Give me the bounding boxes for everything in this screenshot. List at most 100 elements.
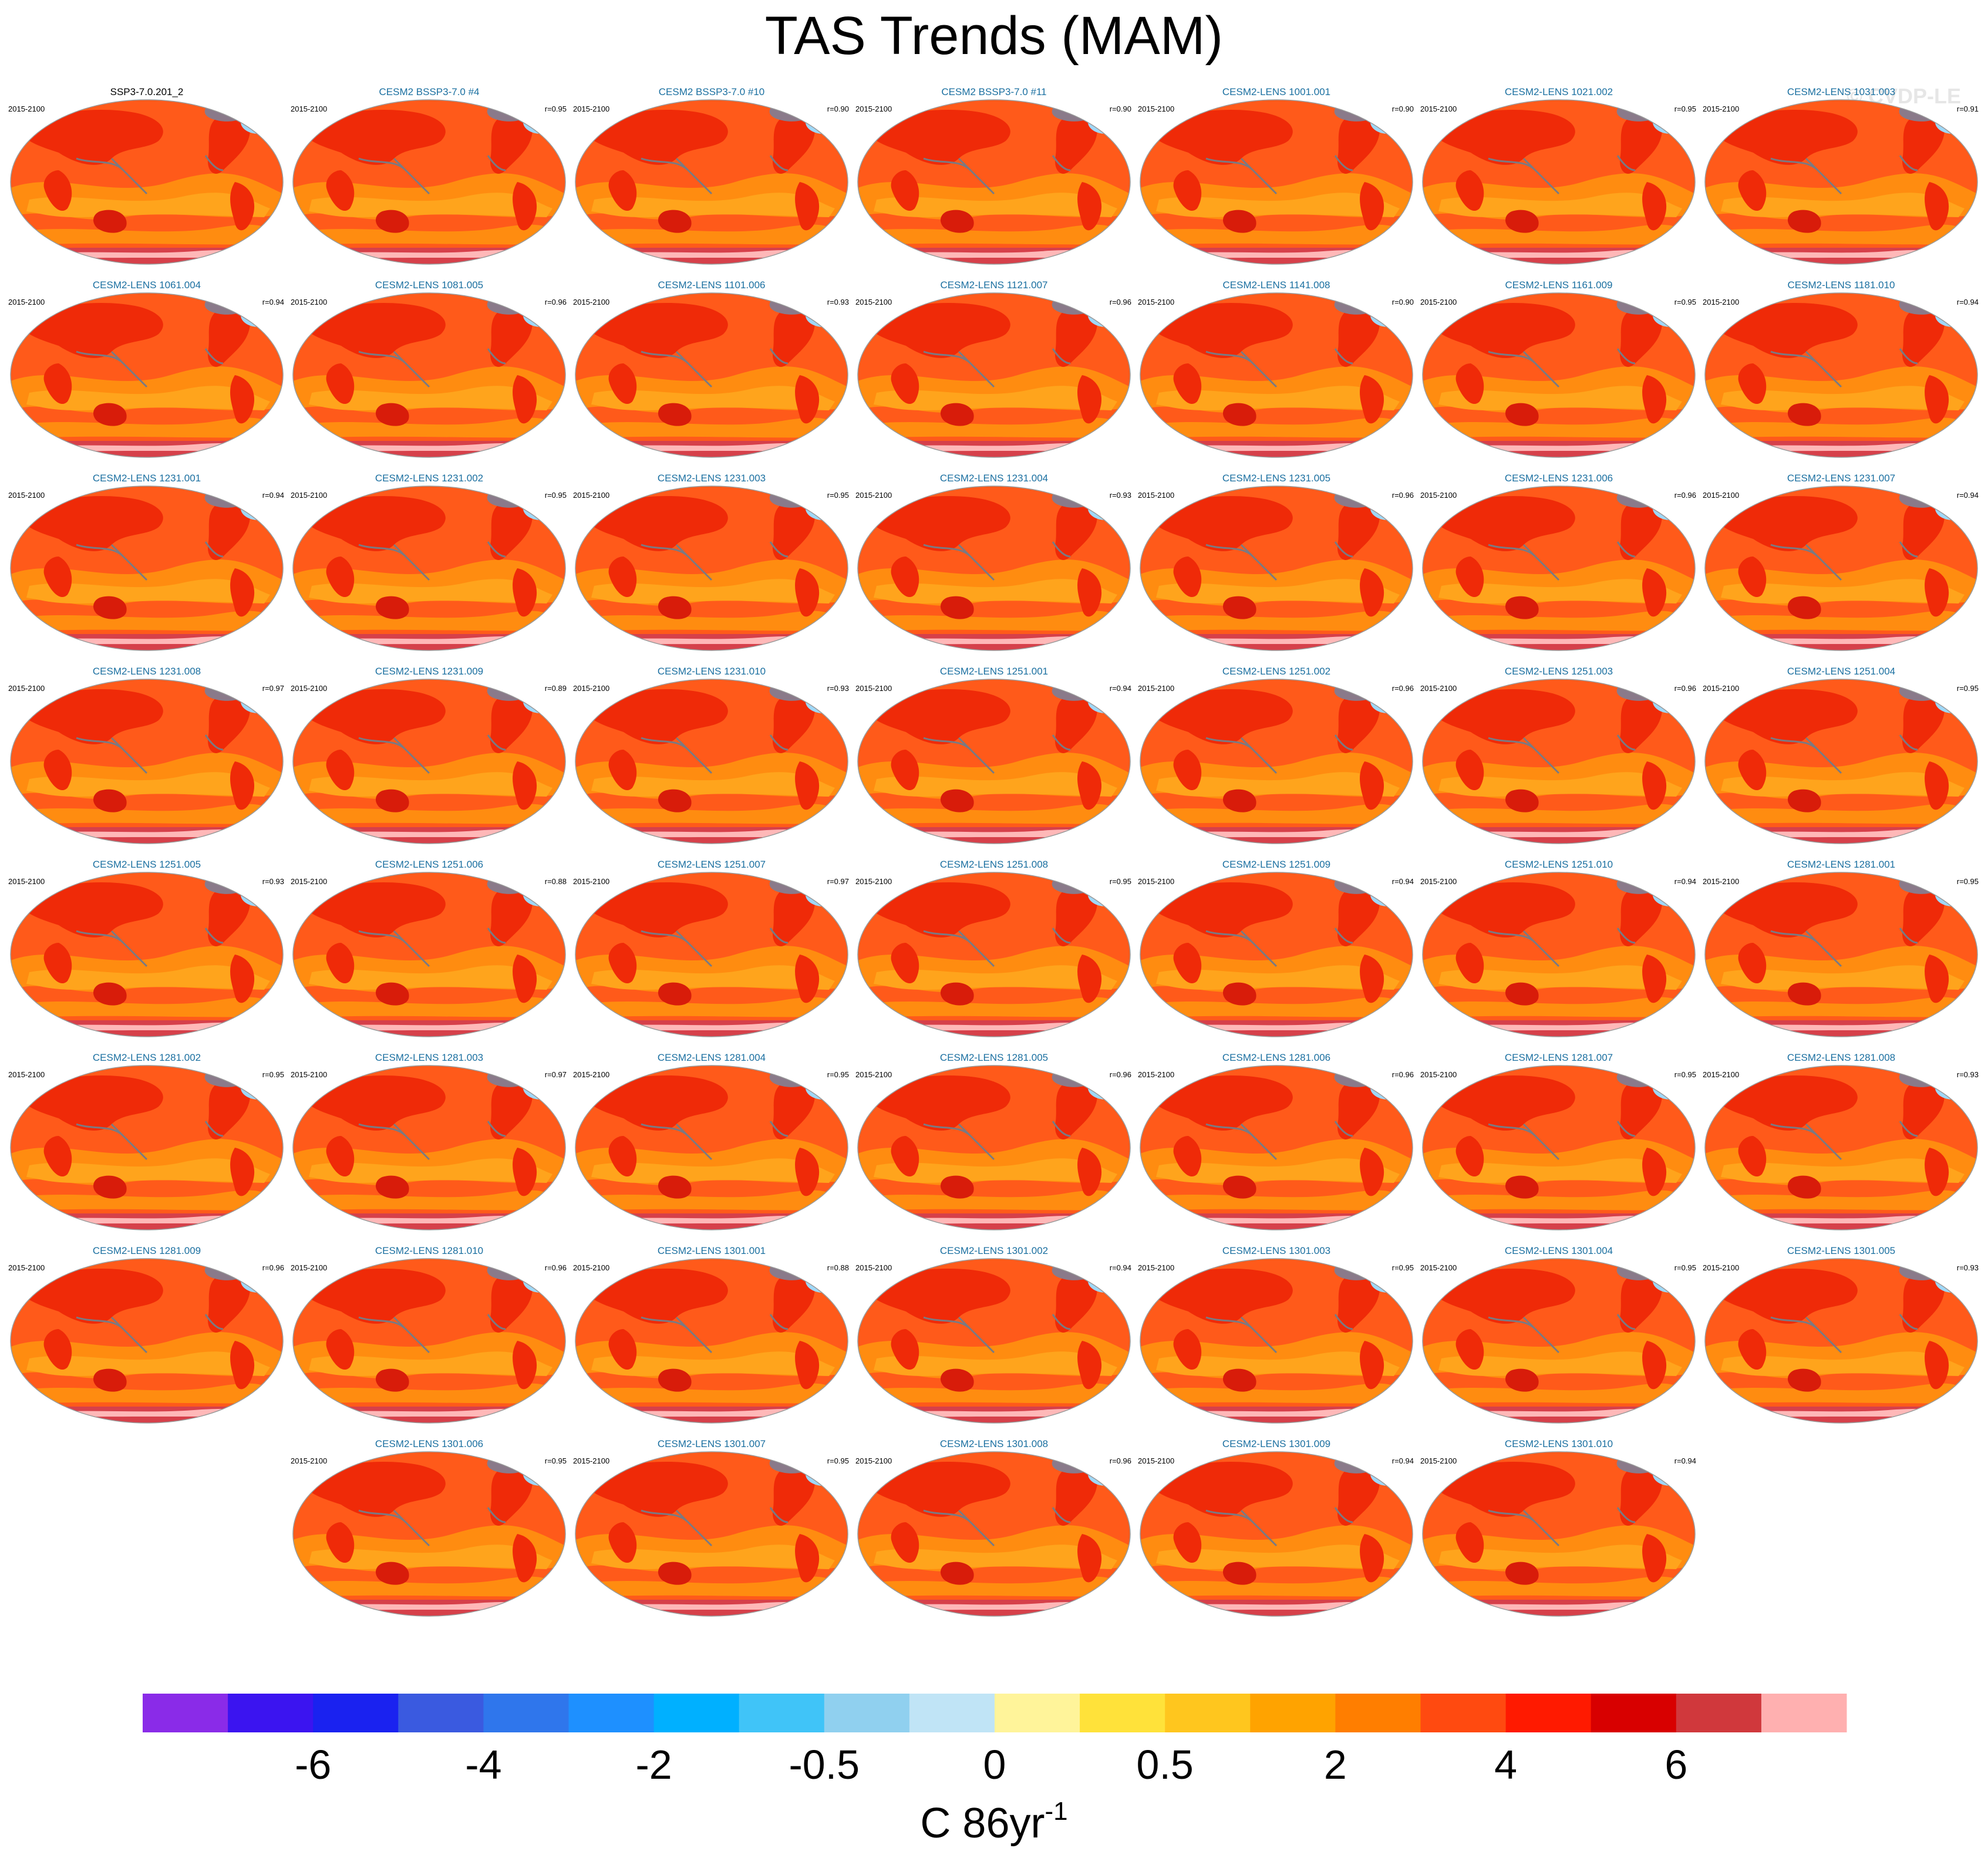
north-america-landmass (1620, 501, 1662, 560)
north-america-landmass (773, 501, 815, 560)
panel-pattern-correlation: r=0.94 (262, 491, 284, 500)
greenland-region (1616, 102, 1662, 122)
equatorial-band (874, 965, 1117, 990)
southern-ocean-band (1705, 611, 1977, 632)
south-america-landmass (1077, 1341, 1102, 1390)
south-america-landmass (1925, 761, 1949, 810)
map-field (293, 872, 565, 1037)
colorbar-segment (1165, 1694, 1251, 1732)
panel-period: 2015-2100 (1138, 877, 1174, 886)
eurasia-landmass (300, 1075, 446, 1131)
panel-pattern-correlation: r=0.95 (1110, 877, 1131, 886)
panel-period: 2015-2100 (573, 684, 609, 693)
north-america-landmass (208, 115, 250, 174)
eurasia-landmass (1147, 1461, 1293, 1517)
cold-anomaly-edge (523, 1462, 558, 1486)
eurasia-landmass (582, 1461, 728, 1517)
cold-anomaly-edge (806, 110, 841, 134)
map-panel: CESM2-LENS 1121.007 2015-2100 r=0.96 (855, 279, 1131, 458)
equatorial-band (1721, 579, 1965, 603)
panel-title: CESM2-LENS 1231.006 (1505, 473, 1613, 484)
panel-pattern-correlation: r=0.94 (1957, 298, 1979, 306)
panel-title: CESM2-LENS 1301.008 (940, 1438, 1048, 1449)
coastline (641, 928, 789, 967)
panel-pattern-correlation: r=0.96 (1674, 491, 1696, 500)
map-panel: CESM2-LENS 1301.006 2015-2100 r=0.95 (291, 1438, 567, 1617)
panel-title: CESM2-LENS 1301.003 (1222, 1245, 1330, 1256)
africa-landmass (43, 750, 72, 791)
australia-landmass (375, 1368, 409, 1392)
panel-title: CESM2-LENS 1251.008 (940, 859, 1048, 870)
panel-period: 2015-2100 (291, 1263, 327, 1272)
southern-ocean-band (575, 997, 848, 1018)
panel-pattern-correlation: r=0.94 (1674, 1456, 1696, 1465)
map-panel: CESM2-LENS 1301.007 2015-2100 r=0.95 (573, 1438, 849, 1617)
southern-ocean-band (11, 804, 283, 825)
equatorial-band (591, 386, 835, 410)
map-outline (1140, 1065, 1413, 1230)
australia-landmass (1787, 982, 1821, 1006)
australia-landmass (1222, 789, 1256, 812)
equatorial-band (1438, 579, 1682, 603)
panel-title: CESM2-LENS 1281.008 (1787, 1052, 1895, 1063)
cold-anomaly-edge (1653, 110, 1688, 134)
panel-title: CESM2-LENS 1301.010 (1505, 1438, 1613, 1449)
equatorial-band (1156, 193, 1400, 217)
panel-period: 2015-2100 (1703, 877, 1739, 886)
greenland-region (769, 875, 814, 894)
coastline (1488, 928, 1636, 967)
africa-landmass (1738, 170, 1767, 211)
panel-pattern-correlation: r=0.96 (1392, 1070, 1414, 1079)
colorbar-segment (1676, 1694, 1762, 1732)
coastline (923, 1314, 1071, 1354)
eurasia-landmass (18, 109, 163, 165)
panel-pattern-correlation: r=0.88 (827, 1263, 849, 1272)
panel-pattern-correlation: r=0.93 (827, 298, 849, 306)
australia-landmass (1222, 596, 1256, 619)
north-america-landmass (1055, 1081, 1097, 1139)
south-america-landmass (513, 1341, 537, 1390)
africa-landmass (326, 1329, 355, 1370)
map-panel: CESM2-LENS 1301.003 2015-2100 r=0.95 (1138, 1245, 1414, 1424)
southern-ocean-band (1140, 224, 1413, 245)
panel-title: CESM2-LENS 1281.006 (1222, 1052, 1330, 1063)
panel-pattern-correlation: r=0.97 (262, 684, 284, 693)
map-panel: CESM2-LENS 1251.004 2015-2100 r=0.95 (1703, 666, 1979, 844)
map-panel: CESM2-LENS 1231.009 2015-2100 r=0.89 (291, 666, 567, 844)
panel-pattern-correlation: r=0.96 (1110, 298, 1131, 306)
coastline (923, 928, 1071, 967)
southern-ocean-band (293, 417, 565, 439)
north-america-landmass (1055, 1467, 1097, 1526)
equatorial-band (1438, 772, 1682, 797)
panel-period: 2015-2100 (291, 491, 327, 500)
map-outline (1140, 872, 1413, 1037)
greenland-region (204, 1261, 250, 1280)
panel-period: 2015-2100 (8, 1070, 45, 1079)
north-america-landmass (1902, 501, 1945, 560)
eurasia-landmass (1147, 689, 1293, 744)
map-panel: CESM2-LENS 1251.007 2015-2100 r=0.97 (573, 859, 849, 1037)
colorbar-segment (1420, 1694, 1507, 1732)
equatorial-band (1438, 193, 1682, 217)
panel-title: CESM2-LENS 1031.003 (1787, 86, 1895, 97)
map-panel: CESM2 BSSP3-7.0 #10 2015-2100 r=0.90 (573, 86, 849, 265)
africa-landmass (1173, 1136, 1202, 1177)
southern-ocean-band (11, 224, 283, 245)
eurasia-landmass (300, 495, 446, 551)
south-america-landmass (1077, 375, 1102, 424)
greenland-region (1052, 875, 1097, 894)
coastline (1770, 928, 1918, 967)
cold-anomaly-edge (523, 304, 558, 327)
panel-pattern-correlation: r=0.90 (1110, 104, 1131, 113)
equatorial-band (874, 1545, 1117, 1569)
greenland-region (769, 1261, 814, 1280)
panel-period: 2015-2100 (855, 104, 892, 113)
southern-ocean-band (11, 611, 283, 632)
south-america-landmass (230, 955, 255, 1003)
panel-pattern-correlation: r=0.95 (1674, 1263, 1696, 1272)
equatorial-band (874, 193, 1117, 217)
panel-period: 2015-2100 (855, 684, 892, 693)
south-america-landmass (795, 568, 820, 617)
greenland-region (204, 875, 250, 894)
